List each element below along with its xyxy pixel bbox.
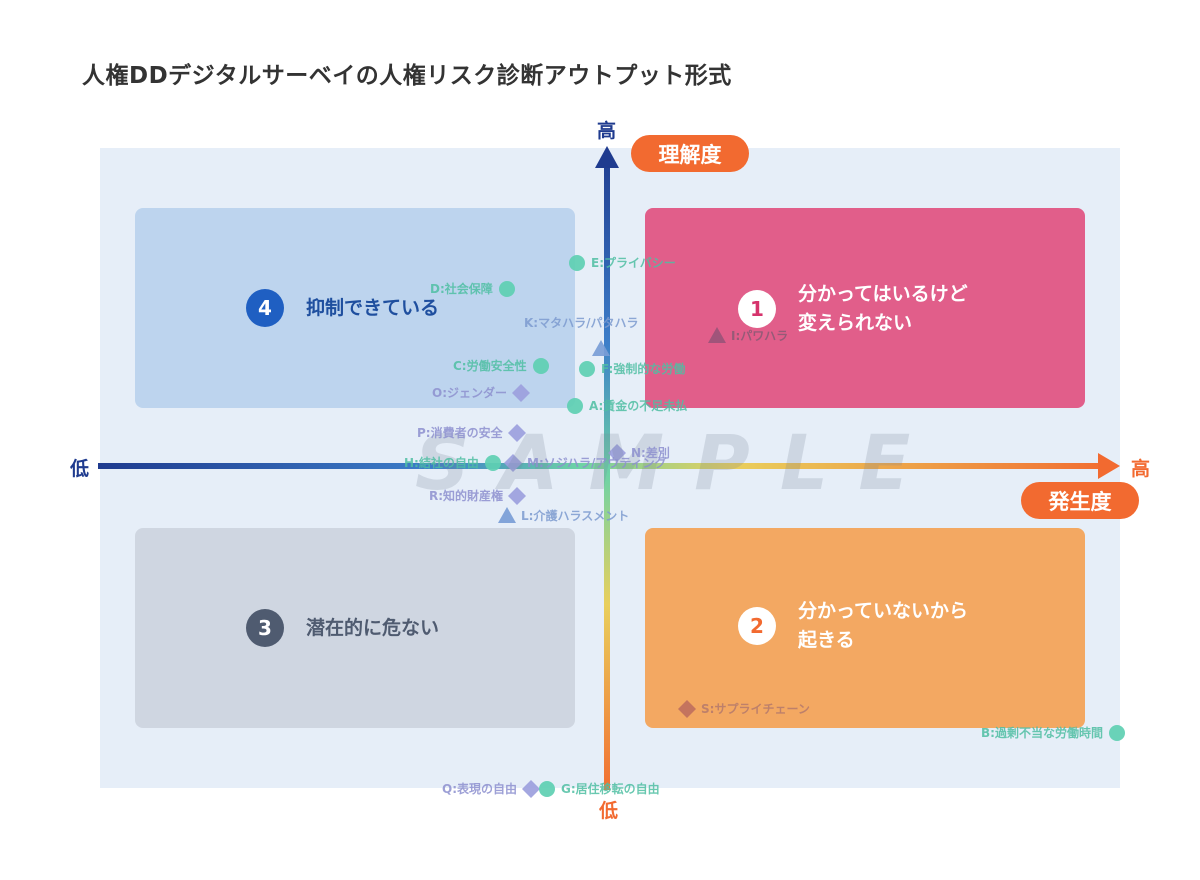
data-point-diamond xyxy=(508,487,526,505)
data-point-triangle xyxy=(498,507,516,523)
x-axis-high-label: 高 xyxy=(1131,458,1151,480)
data-point-circle xyxy=(579,361,595,377)
y-axis-arrowhead xyxy=(595,146,619,168)
data-point-diamond xyxy=(678,700,696,718)
data-point-label: E:プライバシー xyxy=(591,256,676,270)
quadrant-1-text: 分かってはいるけど 変えられない xyxy=(798,280,968,338)
quadrant-3-text: 潜在的に危ない xyxy=(306,616,440,639)
data-point-label: M:ソジハラ/アウティング xyxy=(527,456,667,470)
quadrant-1-text-line1: 分かってはいるけど xyxy=(798,283,968,305)
y-axis-low-label: 低 xyxy=(599,800,619,822)
data-point-diamond xyxy=(508,424,526,442)
data-point-label: P:消費者の安全 xyxy=(417,426,503,440)
data-point-label: B:過剰不当な労働時間 xyxy=(981,726,1103,740)
x-axis-arrowhead xyxy=(1098,453,1120,479)
data-point-label: H:結社の自由 xyxy=(404,456,479,470)
quadrant-2-text: 分かっていないから 起きる xyxy=(798,597,968,655)
quadrant-1-number: 1 xyxy=(738,290,776,328)
quadrant-2-box xyxy=(645,528,1085,728)
data-point-label: D:社会保障 xyxy=(430,282,493,296)
data-point-label: L:介護ハラスメント xyxy=(521,509,630,523)
quadrant-3-number: 3 xyxy=(246,609,284,647)
quadrant-3-label: 3 潜在的に危ない xyxy=(246,609,439,647)
x-axis-name-pill: 発生度 xyxy=(1021,482,1139,519)
data-point-label: C:労働安全性 xyxy=(453,359,527,373)
data-point-circle xyxy=(485,455,501,471)
data-point-diamond xyxy=(512,384,530,402)
x-axis-line xyxy=(98,463,1101,469)
data-point-label: Q:表現の自由 xyxy=(442,782,518,796)
data-point-circle xyxy=(569,255,585,271)
quadrant-4-number: 4 xyxy=(246,289,284,327)
data-point-circle xyxy=(499,281,515,297)
sample-watermark: SAMPLE xyxy=(415,418,941,507)
data-point-label: I:パワハラ xyxy=(731,329,789,343)
data-point-label: R:知的財産権 xyxy=(429,489,504,503)
quadrant-4-box xyxy=(135,208,575,408)
data-point-diamond xyxy=(608,444,626,462)
data-point-circle xyxy=(539,781,555,797)
data-point-label: A:賃金の不足未払 xyxy=(589,399,688,413)
data-point-label: K:マタハラ/パタハラ xyxy=(524,316,639,330)
data-point-diamond xyxy=(522,780,540,798)
data-point-triangle xyxy=(708,327,726,343)
points-layer xyxy=(485,255,1125,798)
quadrant-2-text-line2: 起きる xyxy=(798,629,855,651)
quadrant-4-text: 抑制できている xyxy=(306,296,440,319)
x-axis-low-label: 低 xyxy=(70,458,90,480)
quadrant-3-box xyxy=(135,528,575,728)
data-point-triangle xyxy=(592,340,610,356)
data-point-circle xyxy=(567,398,583,414)
quadrant-2-label: 2 分かっていないから 起きる xyxy=(738,597,968,655)
quadrant-1-box xyxy=(645,208,1085,408)
data-point-label: G:居住移転の自由 xyxy=(561,782,660,796)
data-point-label: N:差別 xyxy=(631,446,670,460)
data-point-label: S:サプライチェーン xyxy=(701,702,810,716)
y-axis-line xyxy=(604,166,610,790)
quadrant-2-number: 2 xyxy=(738,607,776,645)
data-point-diamond xyxy=(504,454,522,472)
quadrant-4-label: 4 抑制できている xyxy=(246,289,439,327)
page-title: 人権DDデジタルサーベイの人権リスク診断アウトプット形式 xyxy=(82,63,732,89)
y-axis-name-pill: 理解度 xyxy=(631,135,749,172)
quadrant-2-text-line1: 分かっていないから xyxy=(798,600,969,622)
quadrant-1-text-line2: 変えられない xyxy=(798,312,913,334)
data-point-label: F:強制的な労働 xyxy=(601,362,686,376)
data-point-circle xyxy=(1109,725,1125,741)
data-point-circle xyxy=(533,358,549,374)
y-axis-high-label: 高 xyxy=(597,120,617,142)
quadrant-1-label: 1 分かってはいるけど 変えられない xyxy=(738,280,968,338)
data-point-label: O:ジェンダー xyxy=(432,386,508,400)
